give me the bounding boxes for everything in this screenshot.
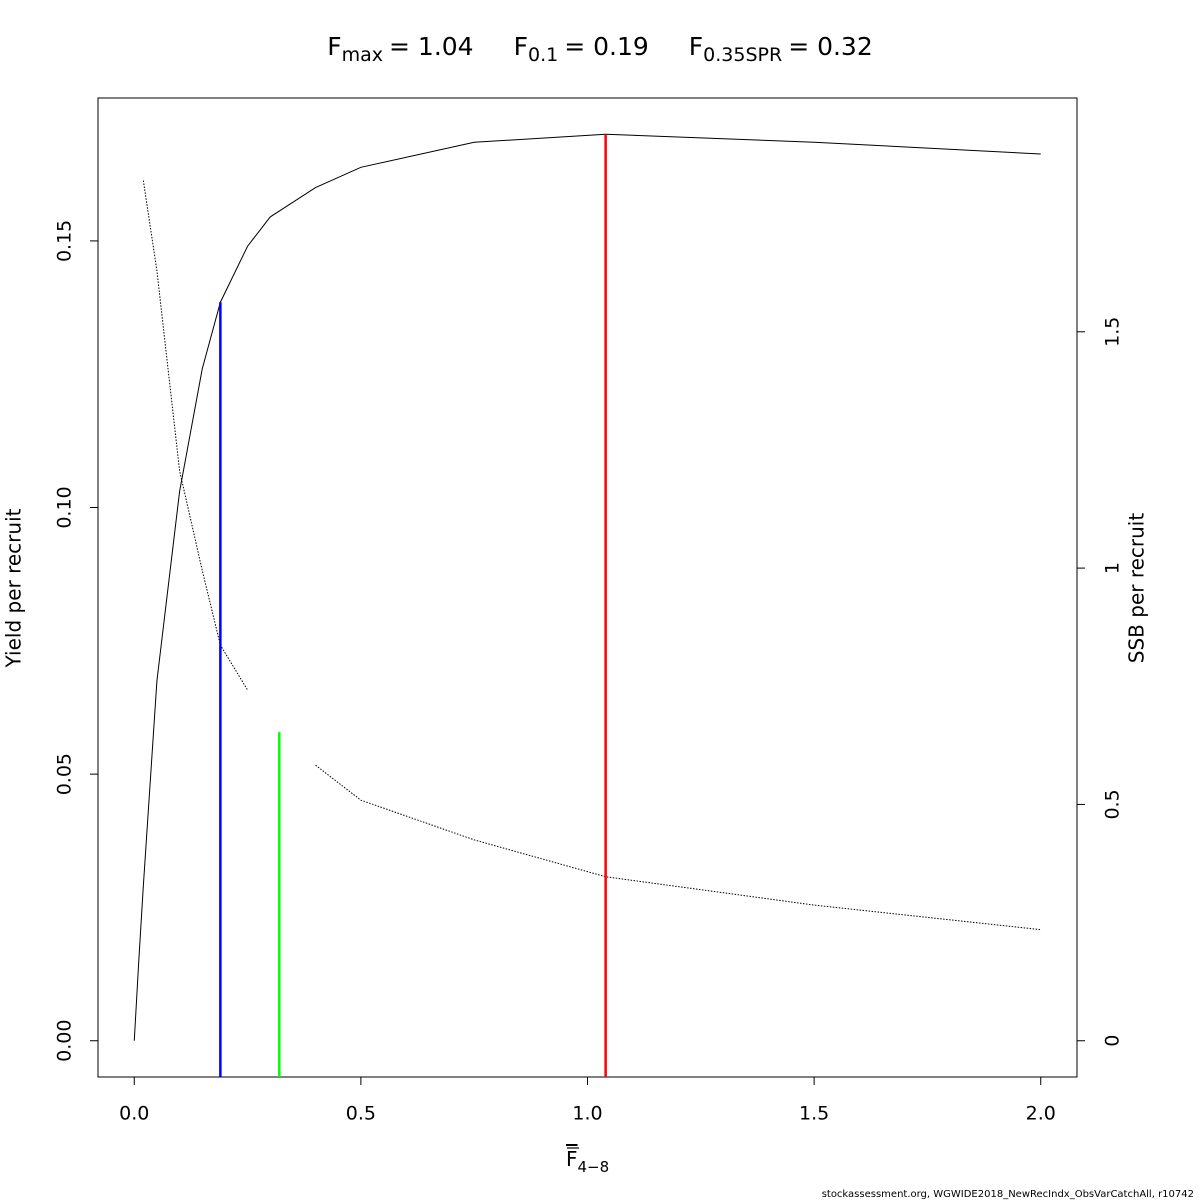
series-line xyxy=(315,764,1041,931)
title-subscript: 0.35SPR xyxy=(703,44,782,66)
title-value: = 0.19 xyxy=(564,32,649,61)
y-tick-label: 0.10 xyxy=(54,486,76,528)
y-tick-label: 0.00 xyxy=(54,1020,76,1062)
title-subscript: 0.1 xyxy=(528,44,558,66)
title-symbol: F xyxy=(327,32,341,61)
x-tick-label: 1.0 xyxy=(572,1103,602,1125)
x-tick-label: 1.5 xyxy=(799,1103,829,1125)
series-line xyxy=(133,133,1041,1041)
chart-title: Fmax = 1.04 F0.1 = 0.19 F0.35SPR = 0.32 xyxy=(327,32,873,66)
y2-tick-label: 0 xyxy=(1102,1035,1124,1047)
title-symbol: F xyxy=(689,32,703,61)
x-tick-label: 0.0 xyxy=(119,1103,149,1125)
title-value: = 0.32 xyxy=(788,32,873,61)
title-subscript: max xyxy=(342,44,383,66)
x-label-symbol: F xyxy=(566,1147,578,1171)
footer: stockassessment.org, WGWIDE2018_NewRecIn… xyxy=(822,1189,1194,1200)
x-label-subscript: 4−8 xyxy=(578,1158,610,1176)
y2-tick-label: 1 xyxy=(1102,562,1124,574)
x-tick-label: 2.0 xyxy=(1026,1103,1056,1125)
series-line xyxy=(142,180,248,691)
plot-frame xyxy=(97,97,1078,1078)
title-value: = 1.04 xyxy=(389,32,474,61)
x-axis-label: F4−8 xyxy=(566,1147,609,1176)
y2-tick-label: 1.5 xyxy=(1102,317,1124,347)
y-tick-label: 0.05 xyxy=(54,753,76,795)
y-axis-label: Yield per recruit xyxy=(2,508,26,668)
y-tick-label: 0.15 xyxy=(54,220,76,262)
x-tick-label: 0.5 xyxy=(346,1103,376,1125)
y2-axis-label: SSB per recruit xyxy=(1125,513,1149,664)
title-symbol: F xyxy=(514,32,528,61)
y2-tick-label: 0.5 xyxy=(1102,789,1124,819)
